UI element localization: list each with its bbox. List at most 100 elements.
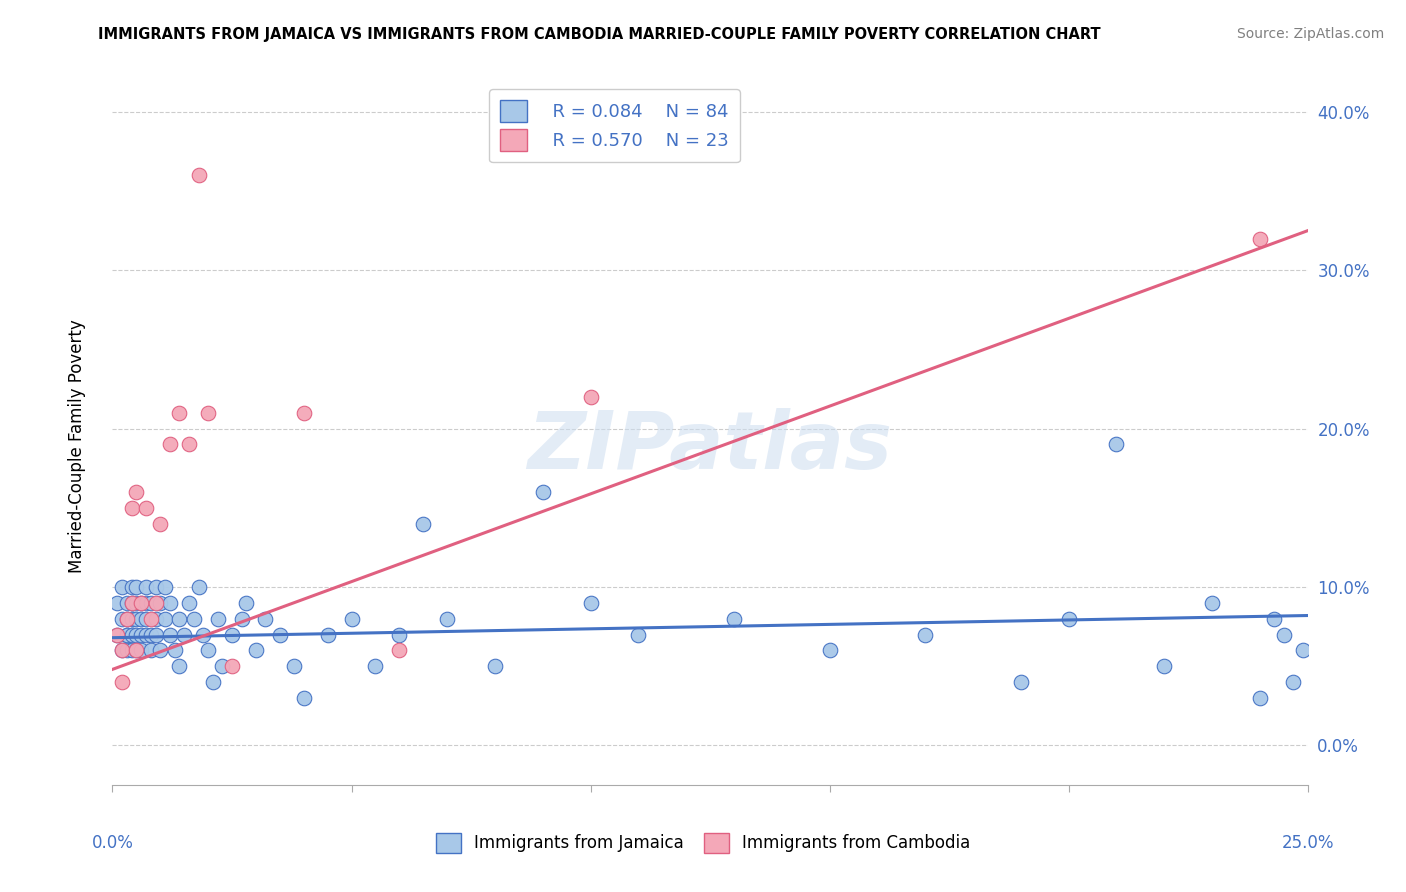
Point	[177, 596, 200, 610]
Point	[145, 596, 167, 610]
Point	[1263, 612, 1285, 626]
Text: Married-Couple Family Poverty: Married-Couple Family Poverty	[69, 319, 86, 573]
Point	[159, 596, 181, 610]
Point	[125, 643, 148, 657]
Point	[135, 500, 157, 515]
Point	[129, 627, 152, 641]
Point	[193, 627, 215, 641]
Point	[115, 643, 138, 657]
Legend: Immigrants from Jamaica, Immigrants from Cambodia: Immigrants from Jamaica, Immigrants from…	[427, 824, 979, 862]
Point	[723, 612, 745, 626]
Point	[129, 596, 152, 610]
Point	[139, 643, 162, 657]
Point	[135, 627, 157, 641]
Point	[135, 596, 157, 610]
Point	[121, 596, 143, 610]
Point	[1010, 675, 1032, 690]
Point	[135, 580, 157, 594]
Point	[1272, 627, 1295, 641]
Point	[125, 643, 148, 657]
Point	[627, 627, 650, 641]
Point	[914, 627, 936, 641]
Text: Source: ZipAtlas.com: Source: ZipAtlas.com	[1237, 27, 1385, 41]
Point	[145, 612, 167, 626]
Point	[121, 580, 143, 594]
Point	[316, 627, 339, 641]
Point	[121, 612, 143, 626]
Point	[153, 612, 176, 626]
Point	[1292, 643, 1315, 657]
Point	[105, 596, 128, 610]
Point	[139, 612, 162, 626]
Point	[115, 612, 138, 626]
Point	[121, 500, 143, 515]
Point	[173, 627, 195, 641]
Point	[159, 437, 181, 451]
Point	[1057, 612, 1080, 626]
Point	[231, 612, 253, 626]
Point	[1153, 659, 1175, 673]
Point	[153, 580, 176, 594]
Point	[121, 643, 143, 657]
Point	[340, 612, 363, 626]
Point	[579, 596, 602, 610]
Point	[1249, 232, 1271, 246]
Point	[111, 612, 134, 626]
Point	[115, 627, 138, 641]
Point	[221, 659, 243, 673]
Point	[129, 596, 152, 610]
Point	[388, 643, 411, 657]
Point	[1249, 690, 1271, 705]
Point	[149, 516, 172, 531]
Point	[197, 643, 219, 657]
Point	[169, 612, 191, 626]
Point	[115, 596, 138, 610]
Point	[1201, 596, 1223, 610]
Text: 0.0%: 0.0%	[91, 833, 134, 852]
Point	[183, 612, 205, 626]
Point	[292, 406, 315, 420]
Point	[139, 627, 162, 641]
Point	[121, 627, 143, 641]
Point	[125, 612, 148, 626]
Point	[145, 627, 167, 641]
Text: IMMIGRANTS FROM JAMAICA VS IMMIGRANTS FROM CAMBODIA MARRIED-COUPLE FAMILY POVERT: IMMIGRANTS FROM JAMAICA VS IMMIGRANTS FR…	[98, 27, 1101, 42]
Point	[245, 643, 267, 657]
Point	[221, 627, 243, 641]
Point	[1105, 437, 1128, 451]
Point	[169, 659, 191, 673]
Point	[269, 627, 291, 641]
Point	[207, 612, 229, 626]
Point	[149, 643, 172, 657]
Point	[187, 169, 209, 183]
Point	[177, 437, 200, 451]
Point	[292, 690, 315, 705]
Point	[163, 643, 186, 657]
Point	[115, 627, 138, 641]
Point	[388, 627, 411, 641]
Point	[201, 675, 224, 690]
Point	[159, 627, 181, 641]
Point	[412, 516, 434, 531]
Point	[818, 643, 841, 657]
Point	[121, 612, 143, 626]
Point	[149, 596, 172, 610]
Point	[111, 643, 134, 657]
Point	[187, 580, 209, 594]
Point	[125, 596, 148, 610]
Point	[211, 659, 233, 673]
Point	[531, 485, 554, 500]
Point	[484, 659, 506, 673]
Point	[283, 659, 305, 673]
Point	[111, 580, 134, 594]
Text: 25.0%: 25.0%	[1281, 833, 1334, 852]
Point	[129, 612, 152, 626]
Point	[105, 627, 128, 641]
Point	[364, 659, 387, 673]
Legend:   R = 0.084    N = 84,   R = 0.570    N = 23: R = 0.084 N = 84, R = 0.570 N = 23	[489, 89, 740, 162]
Point	[436, 612, 458, 626]
Point	[125, 580, 148, 594]
Point	[135, 612, 157, 626]
Point	[197, 406, 219, 420]
Point	[115, 612, 138, 626]
